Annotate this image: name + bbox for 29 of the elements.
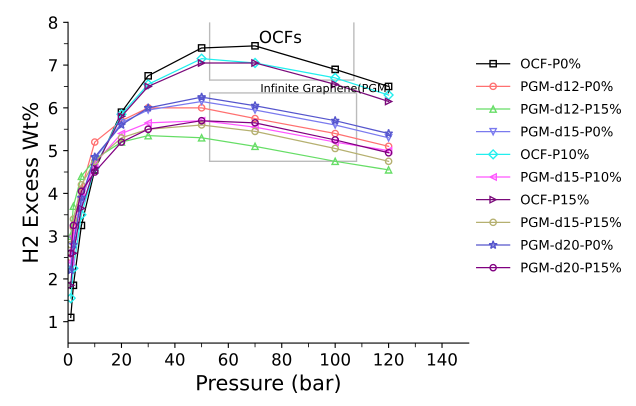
x-tick-label: 140	[428, 353, 457, 366]
annotation: OCFs	[260, 30, 302, 44]
legend-label: PGM-d15-P10%	[521, 172, 621, 182]
y-tick-label: 1	[50, 316, 57, 328]
y-axis-title: H2 Excess Wt%	[22, 102, 38, 262]
x-tick-label: 100	[321, 353, 350, 366]
x-tick-label: 20	[112, 353, 131, 366]
legend-label: PGM-d15-P0%	[521, 126, 613, 136]
legend-label: OCF-P15%	[520, 194, 589, 204]
legend-label: PGM-d20-P0%	[521, 240, 613, 250]
y-tick-label: 3	[48, 230, 57, 243]
legend-label: OCF-P10%	[520, 149, 589, 160]
y-tick-label: 2	[48, 272, 57, 286]
y-tick-label: 6	[48, 102, 58, 114]
legend-label: PGM-d20-P15%	[521, 262, 621, 272]
y-tick-label: 4	[48, 188, 58, 200]
x-tick-label: 0	[64, 353, 72, 366]
legend-label: OCF-P0%	[520, 58, 580, 68]
x-axis-title: Pressure (bar)	[197, 374, 340, 394]
legend-label: PGM-d15-P15%	[521, 216, 621, 228]
x-tick-label: 80	[272, 353, 292, 366]
y-tick-label: 8	[48, 16, 58, 29]
y-tick-label: 5	[49, 144, 57, 158]
legend-label: PGM-d12-P0%	[521, 80, 613, 92]
x-tick-label: 40	[165, 353, 184, 366]
x-tick-label: 60	[218, 353, 238, 366]
x-tick-label: 120	[374, 353, 404, 366]
y-tick-label: 7	[49, 59, 57, 72]
legend-label: PGM-d12-P15%	[521, 104, 621, 114]
